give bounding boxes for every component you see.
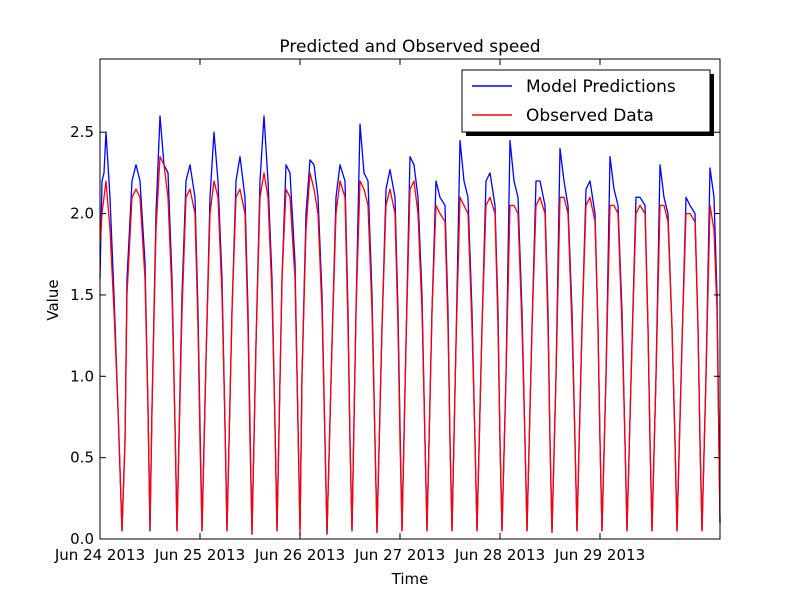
- series-layer: [99, 115, 721, 537]
- x-tick-label: Jun 26 2013: [254, 546, 345, 564]
- x-tick-label: Jun 28 2013: [454, 546, 545, 564]
- x-tick-label: Jun 25 2013: [154, 546, 245, 564]
- chart-title: Predicted and Observed speed: [279, 37, 540, 57]
- y-tick-label: 2.5: [70, 123, 94, 141]
- y-tick-label: 1.0: [70, 367, 94, 385]
- series-line-observed-data: [99, 155, 721, 537]
- legend-box: [461, 69, 711, 133]
- x-axis: Jun 24 2013 Jun 25 2013 Jun 26 2013 Jun 27 …: [54, 59, 645, 564]
- x-tick-label: Jun 29 2013: [554, 546, 645, 564]
- y-tick-label: 0.5: [70, 449, 94, 467]
- x-axis-label: Time: [391, 570, 429, 588]
- plot-area: 0.0 0.5 1.0 1.5 2.0 2.5 Jun 24 2013 Jun 25 201…: [54, 58, 721, 564]
- y-axis: 0.0 0.5 1.0 1.5 2.0 2.5: [70, 123, 720, 548]
- legend-label-model-predictions: Model Predictions: [526, 77, 676, 97]
- x-tick-label: Jun 24 2013: [54, 546, 145, 564]
- y-tick-label: 1.5: [70, 286, 94, 304]
- plot-frame: [99, 58, 721, 540]
- y-tick-label: 2.0: [70, 205, 94, 223]
- legend-label-observed-data: Observed Data: [526, 106, 654, 126]
- y-tick-label: 0.0: [70, 530, 94, 548]
- y-axis-label: Value: [44, 279, 62, 320]
- legend: Model Predictions Observed Data: [461, 69, 714, 136]
- x-tick-label: Jun 27 2013: [354, 546, 445, 564]
